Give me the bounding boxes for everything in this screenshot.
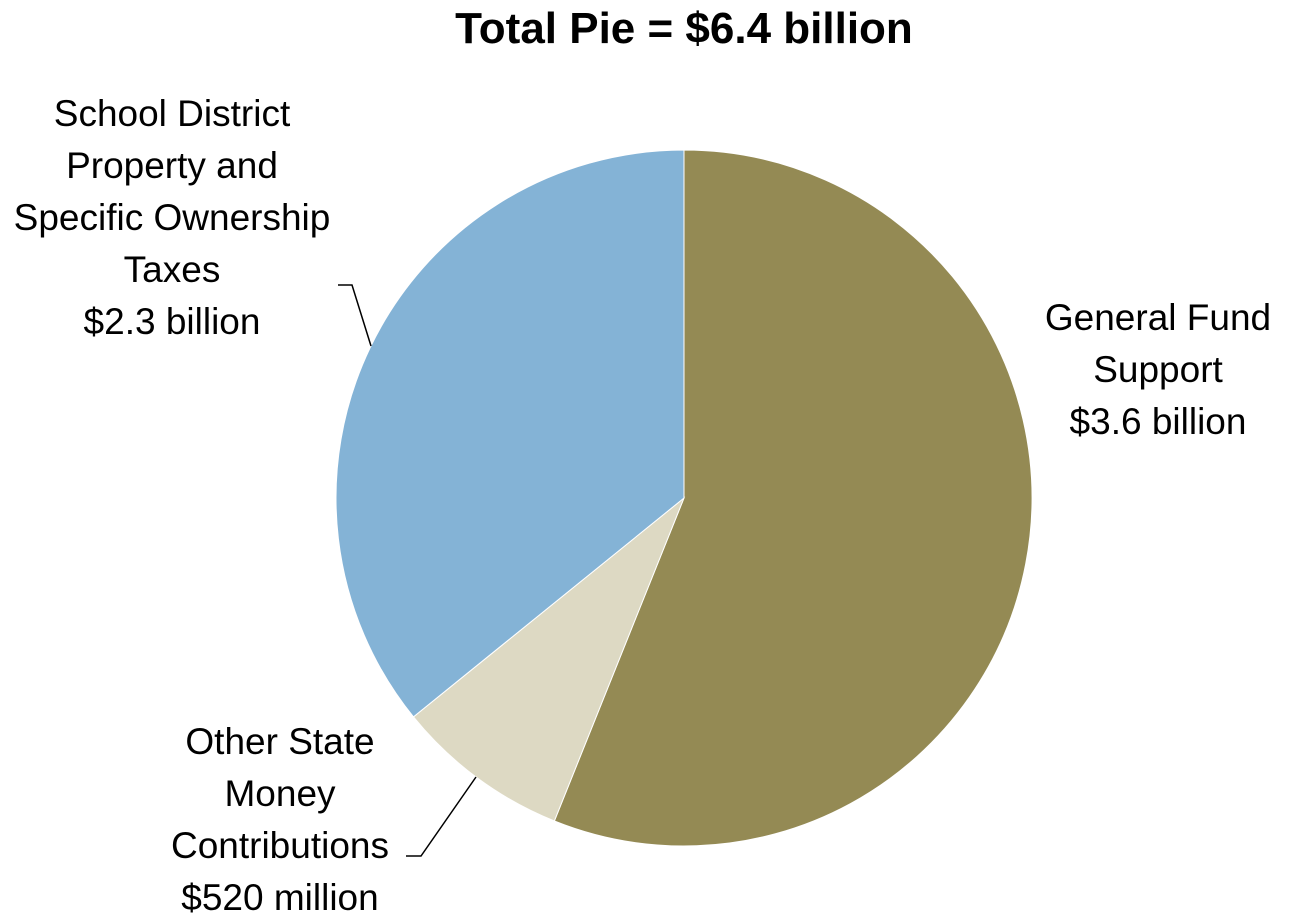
chart-title: Total Pie = $6.4 billion [455, 4, 913, 53]
pie-slice [412, 496, 686, 822]
pie [335, 149, 1033, 847]
slice-label: General Fund Support $3.6 billion [1018, 292, 1293, 448]
value-label: $3.6 billion [1069, 401, 1247, 442]
value-label: $520 million [181, 877, 379, 918]
pie-slice [553, 149, 1033, 847]
leader-line [338, 284, 372, 347]
slice-label: School District Property and Specific Ow… [7, 88, 337, 348]
pie-slice [335, 149, 685, 718]
leader-line [406, 776, 477, 857]
slice-label: Other State Money Contributions $520 mil… [150, 716, 410, 924]
value-label: $2.3 billion [83, 301, 261, 342]
category-label: General Fund Support [1044, 297, 1272, 390]
category-label: School District Property and Specific Ow… [13, 93, 331, 290]
category-label: Other State Money Contributions [170, 721, 389, 866]
